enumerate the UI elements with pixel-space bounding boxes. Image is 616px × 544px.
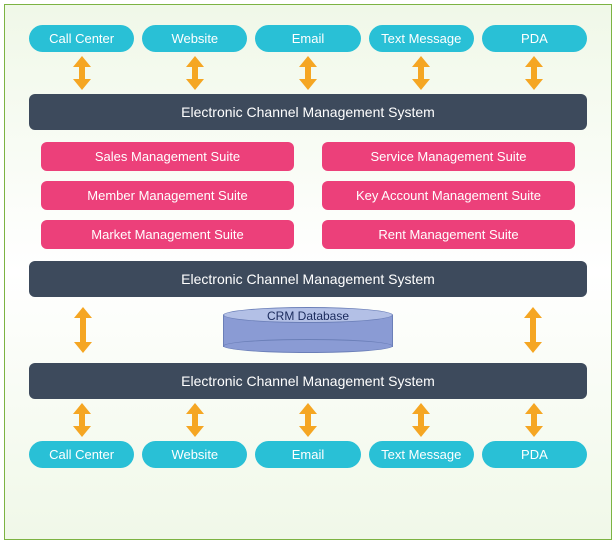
channel-email-b: Email [255, 441, 360, 468]
channel-website-b: Website [142, 441, 247, 468]
channel-email: Email [255, 25, 360, 52]
ecm-bar-2: Electronic Channel Management System [29, 261, 587, 297]
double-arrow-icon [255, 403, 360, 437]
db-arrow-right [479, 307, 587, 353]
channel-text-message: Text Message [369, 25, 474, 52]
suite-key-account: Key Account Management Suite [322, 181, 575, 210]
crm-database-label: CRM Database [223, 309, 393, 323]
db-row: CRM Database [29, 301, 587, 359]
suites-grid: Sales Management Suite Service Managemen… [29, 130, 587, 261]
double-arrow-icon [255, 56, 360, 90]
double-arrow-icon [142, 56, 247, 90]
double-arrow-icon [142, 403, 247, 437]
suite-member: Member Management Suite [41, 181, 294, 210]
channel-call-center-b: Call Center [29, 441, 134, 468]
ecm-bar-3: Electronic Channel Management System [29, 363, 587, 399]
double-arrow-icon [29, 56, 134, 90]
ecm-bar-1: Electronic Channel Management System [29, 94, 587, 130]
channel-text-message-b: Text Message [369, 441, 474, 468]
suite-service: Service Management Suite [322, 142, 575, 171]
db-container: CRM Database [145, 303, 470, 357]
arrows-row-1 [29, 56, 587, 90]
channels-bottom-row: Call Center Website Email Text Message P… [29, 441, 587, 468]
arrows-row-2 [29, 403, 587, 437]
double-arrow-icon [482, 403, 587, 437]
double-arrow-icon [29, 403, 134, 437]
double-arrow-icon [369, 56, 474, 90]
diagram-frame: Call Center Website Email Text Message P… [4, 4, 612, 540]
double-arrow-icon [482, 56, 587, 90]
suite-rent: Rent Management Suite [322, 220, 575, 249]
channel-pda-b: PDA [482, 441, 587, 468]
crm-database-icon: CRM Database [223, 307, 393, 353]
channels-top-row: Call Center Website Email Text Message P… [29, 25, 587, 52]
channel-pda: PDA [482, 25, 587, 52]
db-arrow-left [29, 307, 137, 353]
suite-sales: Sales Management Suite [41, 142, 294, 171]
double-arrow-icon [369, 403, 474, 437]
suite-market: Market Management Suite [41, 220, 294, 249]
channel-call-center: Call Center [29, 25, 134, 52]
channel-website: Website [142, 25, 247, 52]
